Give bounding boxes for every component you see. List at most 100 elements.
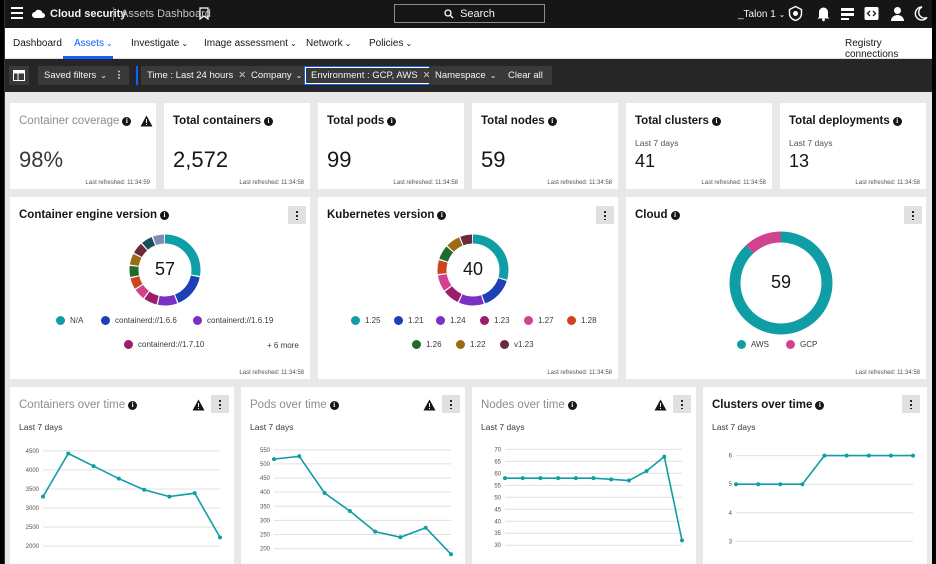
layout-toggle-icon[interactable] [9, 66, 29, 85]
overflow-menu-button[interactable] [288, 206, 306, 224]
data-point [91, 464, 96, 469]
legend-item[interactable]: containerd://1.6.6 [101, 316, 177, 325]
info-icon[interactable]: i [387, 117, 397, 126]
y-tick-label: 5 [729, 482, 733, 488]
series [41, 451, 222, 540]
legend-item[interactable]: 1.21 [394, 316, 424, 325]
environment-filter-chip[interactable]: Environment : GCP, AWS ✕ [304, 66, 438, 85]
data-point [167, 494, 172, 499]
info-icon[interactable]: i [815, 401, 825, 410]
switcher-icon[interactable] [839, 5, 856, 22]
data-point [680, 538, 684, 543]
app-name[interactable]: Cloud security [50, 8, 127, 20]
company-filter-dropdown[interactable]: Company ⌄ [245, 66, 309, 85]
line-card-nodes: Nodes over time i Last 7 days 30 35 40 45 50 5… [472, 387, 696, 564]
legend-item[interactable]: containerd://1.6.19 [193, 316, 273, 325]
legend-item[interactable]: 1.28 [567, 316, 597, 325]
warning-icon[interactable] [423, 399, 436, 411]
info-icon[interactable]: i [547, 117, 557, 126]
warning-icon[interactable] [192, 399, 205, 411]
y-tick-label: 4000 [26, 468, 40, 474]
notification-bell-icon[interactable] [815, 5, 832, 22]
legend-swatch [193, 316, 202, 325]
overflow-menu-button[interactable] [902, 395, 920, 413]
warning-icon[interactable] [140, 115, 153, 127]
y-tick-label: 3000 [26, 506, 40, 512]
legend-item[interactable]: 1.27 [524, 316, 554, 325]
info-icon[interactable]: i [892, 117, 902, 126]
clear-all-button[interactable]: Clear all [499, 66, 552, 85]
info-icon[interactable]: i [711, 117, 721, 126]
nav-network[interactable]: Network ⌄ [306, 38, 352, 49]
overflow-menu-button[interactable] [442, 395, 460, 413]
stat-card-total-clusters: Total clusters i Last 7 days 41 Last refr… [626, 103, 772, 189]
info-icon[interactable]: i [670, 211, 680, 220]
card-subtitle: Last 7 days [250, 422, 294, 432]
line-chart: 2000 2500 3000 3500 4000 4500 [26, 449, 222, 550]
legend-item[interactable]: GCP [786, 340, 817, 349]
data-point [66, 451, 71, 456]
info-icon[interactable]: i [263, 117, 273, 126]
y-tick-label: 2000 [26, 544, 40, 550]
shield-icon[interactable] [787, 5, 804, 22]
filter-overflow-menu[interactable]: ⋮ [109, 66, 129, 85]
info-icon[interactable]: i [160, 211, 170, 220]
y-tick-label: 4500 [26, 449, 40, 455]
tenant-switcher[interactable]: _Talon 1 ⌄ [738, 9, 786, 20]
code-icon[interactable] [863, 5, 880, 22]
warning-icon[interactable] [654, 399, 667, 411]
chevron-down-icon: ⌄ [181, 39, 189, 48]
stat-card-total-deployments: Total deployments i Last 7 days 13 Last r… [780, 103, 926, 189]
legend-more-link[interactable]: + 6 more [267, 341, 299, 350]
nav-dashboard[interactable]: Dashboard [13, 38, 62, 49]
legend-item[interactable]: 1.24 [436, 316, 466, 325]
menu-icon[interactable] [11, 7, 23, 19]
legend-item[interactable]: 1.22 [456, 340, 486, 349]
user-avatar-icon[interactable] [889, 5, 906, 22]
nav-assets[interactable]: Assets ⌄ [74, 38, 113, 49]
legend-item[interactable]: 1.23 [480, 316, 510, 325]
legend-item[interactable]: 1.26 [412, 340, 442, 349]
info-icon[interactable]: i [567, 401, 577, 410]
overflow-menu-button[interactable] [211, 395, 229, 413]
info-icon[interactable]: i [128, 401, 138, 410]
data-point [192, 491, 197, 496]
line-chart: 200 250 300 350 400 450 500 550 [260, 448, 453, 557]
legend-item[interactable]: N/A [56, 316, 83, 325]
legend-item[interactable]: v1.23 [500, 340, 534, 349]
cloud-logo-icon [32, 9, 45, 18]
registry-connections-link[interactable]: Registry connections [845, 38, 899, 60]
overflow-menu-button[interactable] [673, 395, 691, 413]
nav-policies[interactable]: Policies ⌄ [369, 38, 413, 49]
info-icon[interactable]: i [329, 401, 339, 410]
data-point [911, 453, 915, 458]
y-tick-label: 35 [494, 531, 501, 537]
y-tick-label: 2500 [26, 525, 40, 531]
legend-swatch [500, 340, 509, 349]
saved-filters-dropdown[interactable]: Saved filters ⌄ [38, 66, 113, 85]
theme-moon-icon[interactable] [912, 5, 929, 22]
bookmark-icon[interactable] [199, 7, 209, 20]
data-point [538, 476, 543, 481]
card-title: Containers over time i [19, 399, 138, 411]
overflow-menu-button[interactable] [904, 206, 922, 224]
stat-value: 13 [789, 151, 810, 171]
nav-investigate[interactable]: Investigate ⌄ [131, 38, 189, 49]
data-point [734, 482, 738, 487]
overflow-menu-button[interactable] [596, 206, 614, 224]
time-filter-chip[interactable]: Time : Last 24 hours ✕ [141, 66, 253, 85]
series-line [736, 454, 913, 485]
search-bar[interactable]: Search [394, 4, 545, 23]
info-icon[interactable]: i [122, 117, 132, 126]
nav-image-assessment[interactable]: Image assessment ⌄ [204, 38, 297, 49]
legend-swatch [480, 316, 489, 325]
namespace-filter-dropdown[interactable]: Namespace ⌄ [429, 66, 503, 85]
legend-item[interactable]: AWS [737, 340, 769, 349]
legend-item[interactable]: 1.25 [351, 316, 381, 325]
legend-item[interactable]: containerd://1.7.10 [124, 340, 204, 349]
donut-total: 59 [770, 272, 792, 292]
info-icon[interactable]: i [437, 211, 447, 220]
legend-swatch [394, 316, 403, 325]
donut-chart [729, 231, 833, 335]
card-subtitle: Last 7 days [481, 422, 525, 432]
